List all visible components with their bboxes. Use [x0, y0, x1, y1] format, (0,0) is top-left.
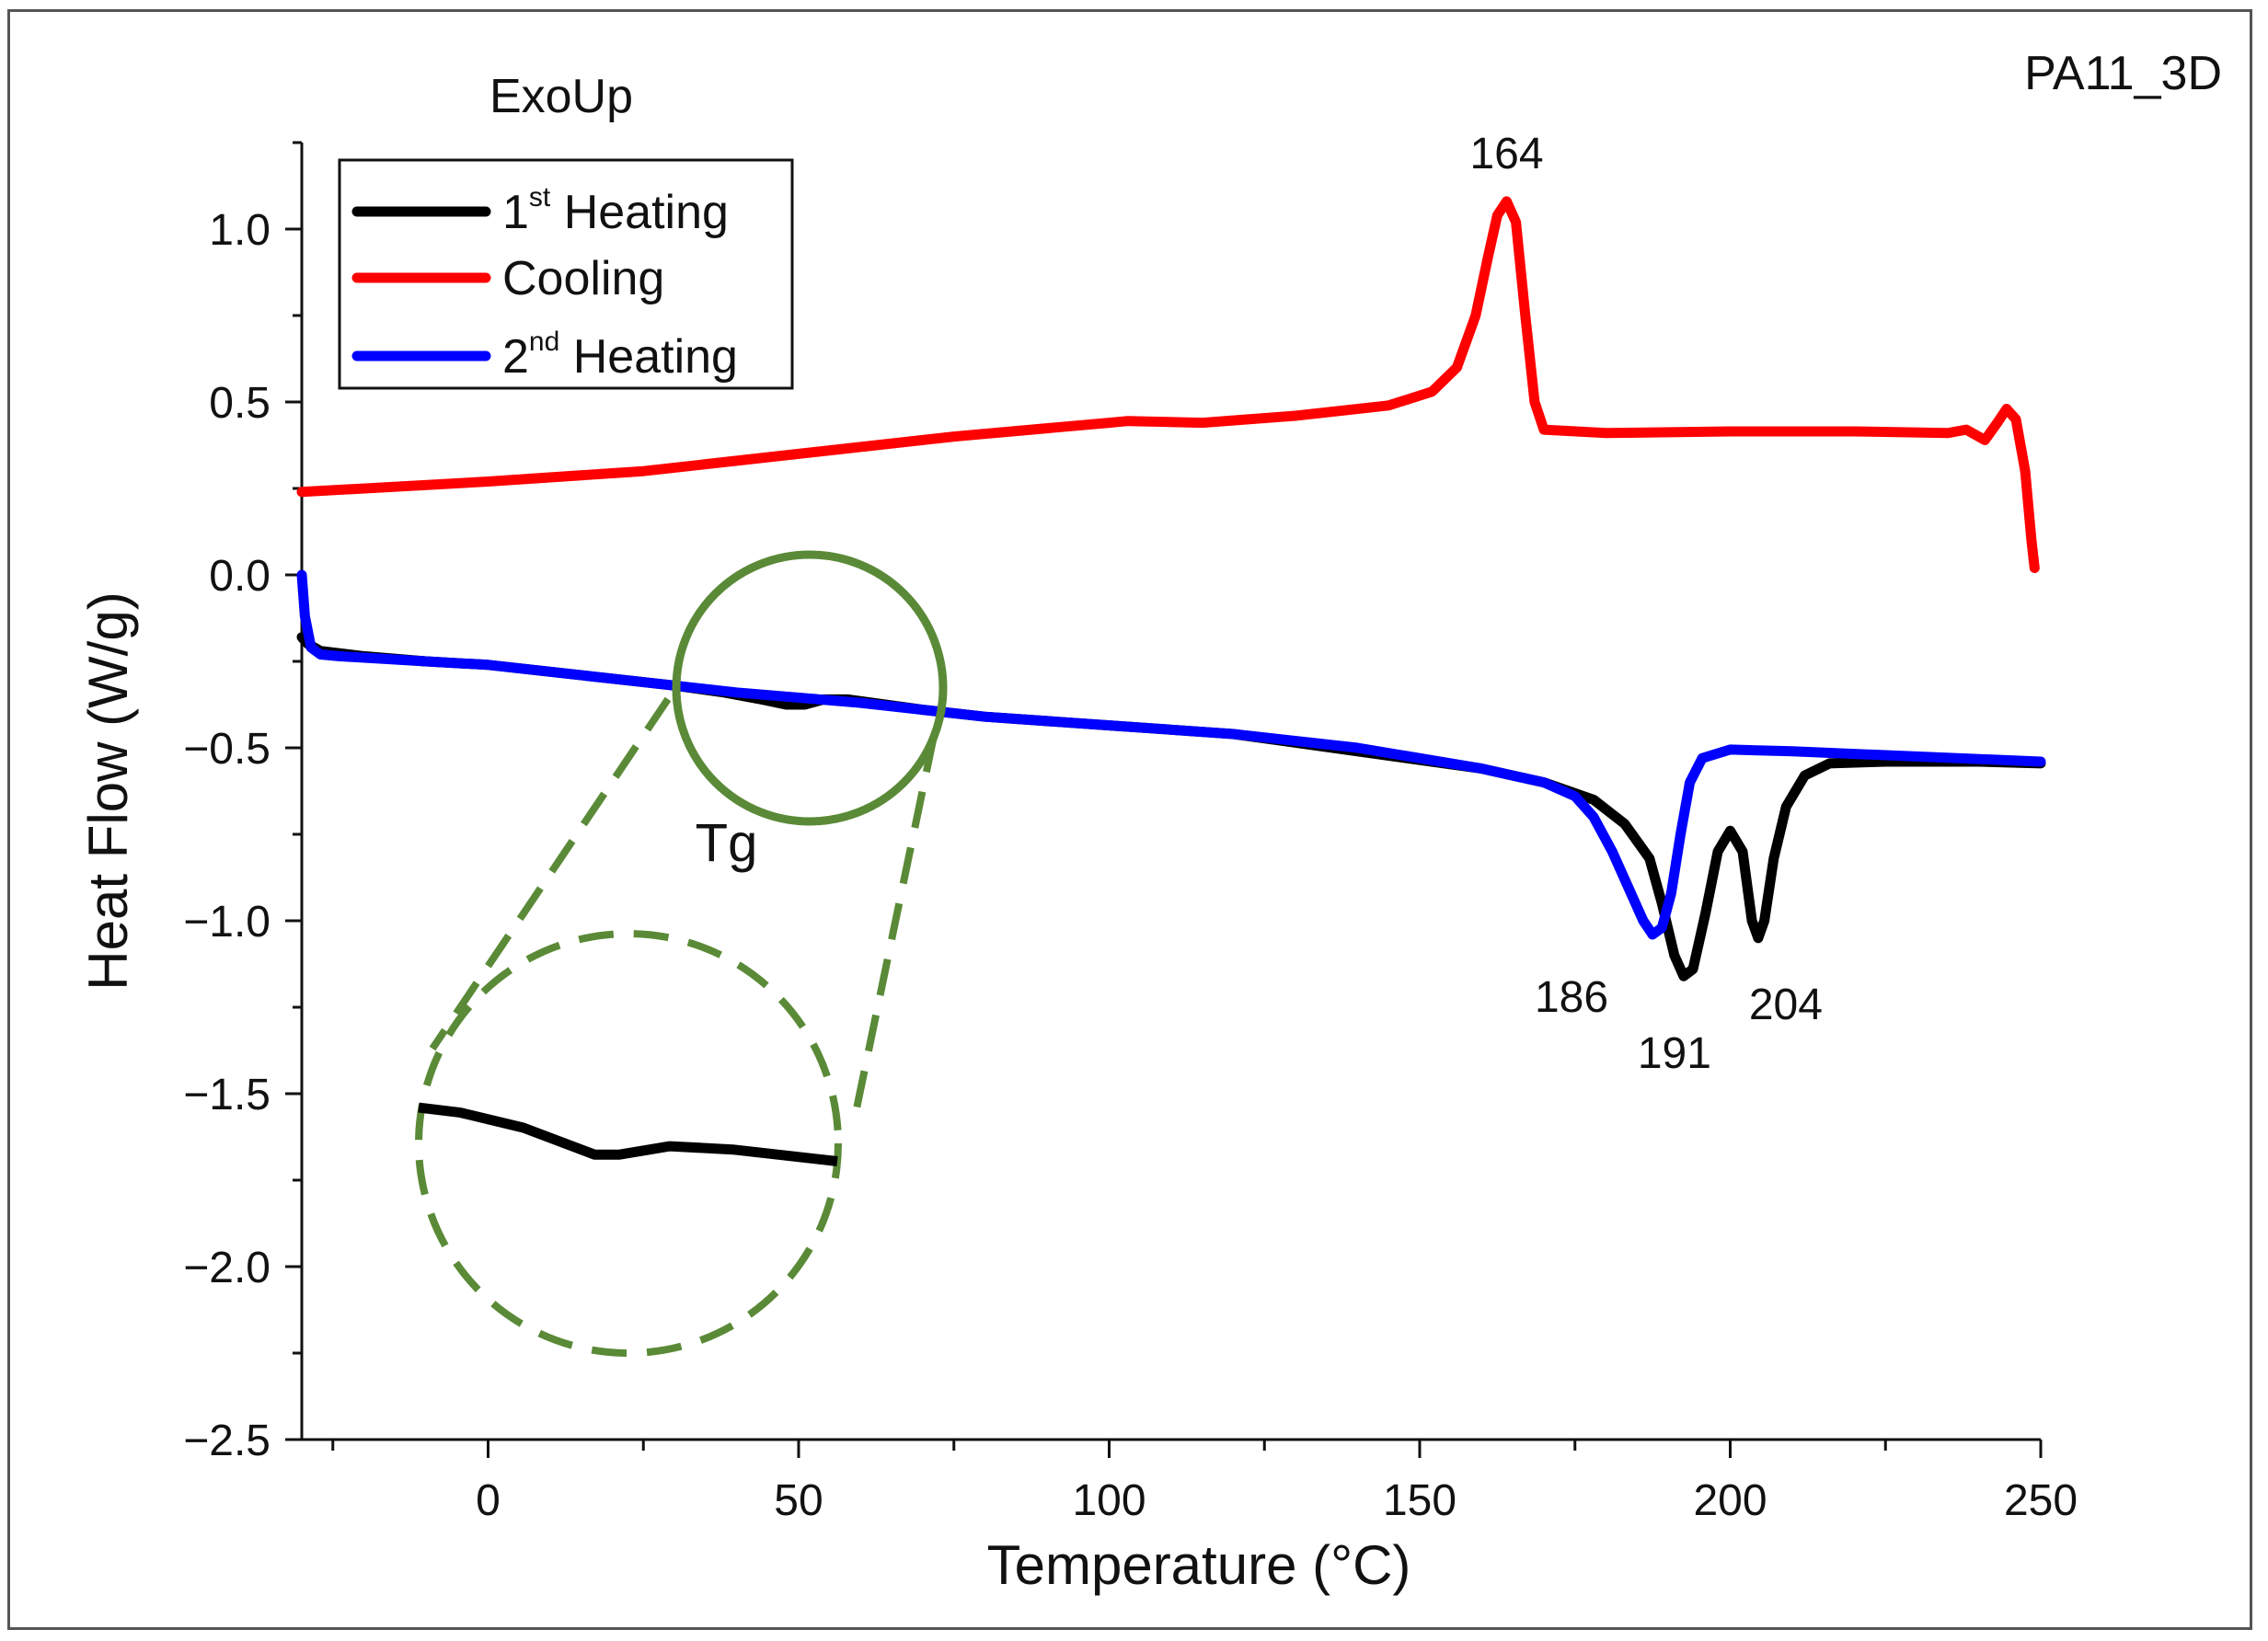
- y-axis-label: Heat Flow (W/g): [77, 591, 139, 990]
- series-cooling: [296, 196, 2040, 573]
- y-tick-label: 1.0: [209, 206, 271, 255]
- x-tick-label: 200: [1693, 1476, 1767, 1525]
- series-1st-heating: [296, 632, 2046, 981]
- legend-label-1: Cooling: [502, 252, 664, 305]
- legend: 1st Heating Cooling 2nd Heating: [338, 158, 794, 390]
- y-tick-label: 0.0: [209, 552, 271, 601]
- x-tick-label: 150: [1383, 1476, 1456, 1525]
- legend-label-2: 2nd Heating: [502, 327, 738, 384]
- y-tick-label: −2.5: [183, 1417, 271, 1465]
- peak-label-164: 164: [1469, 130, 1543, 178]
- y-tick-label: 0.5: [209, 379, 271, 428]
- annotations: 164 186 191 204 Tg: [696, 130, 1823, 1078]
- legend-label-0: 1st Heating: [502, 182, 729, 239]
- y-tick-label: −2.0: [183, 1244, 271, 1292]
- y-tick-label: −1.5: [183, 1071, 271, 1119]
- zoom-connector-left: [429, 696, 672, 1051]
- tg-highlight-circle: [672, 550, 948, 826]
- tg-label: Tg: [696, 814, 758, 874]
- x-tick-label: 100: [1072, 1476, 1146, 1525]
- zoom-magnified-curve: [418, 1102, 838, 1166]
- peak-label-204: 204: [1749, 981, 1823, 1029]
- x-tick-label: 250: [2004, 1476, 2078, 1525]
- zoom-magnified-circle: [415, 930, 842, 1357]
- y-tick-label: −0.5: [183, 725, 271, 774]
- series-2nd-heating: [296, 569, 2046, 940]
- zoom-connector-right: [852, 735, 938, 1114]
- ticks: 0 50 100 150 200 250 1.0 0.5 0.0 −0.5 −1.0 −1.5 −2.0…: [183, 141, 2078, 1525]
- series-group: [296, 196, 2046, 981]
- peak-label-186: 186: [1535, 973, 1608, 1022]
- x-axis-label: Temperature (°C): [987, 1534, 1411, 1596]
- x-tick-label: 0: [476, 1476, 501, 1525]
- axes: [300, 143, 2041, 1441]
- tg-zoom-inset: [415, 550, 948, 1357]
- y-tick-label: −1.0: [183, 898, 271, 947]
- sample-label: PA11_3D: [2024, 47, 2222, 100]
- peak-label-191: 191: [1638, 1029, 1711, 1078]
- exo-up-label: ExoUp: [489, 70, 633, 123]
- x-tick-label: 50: [774, 1476, 823, 1525]
